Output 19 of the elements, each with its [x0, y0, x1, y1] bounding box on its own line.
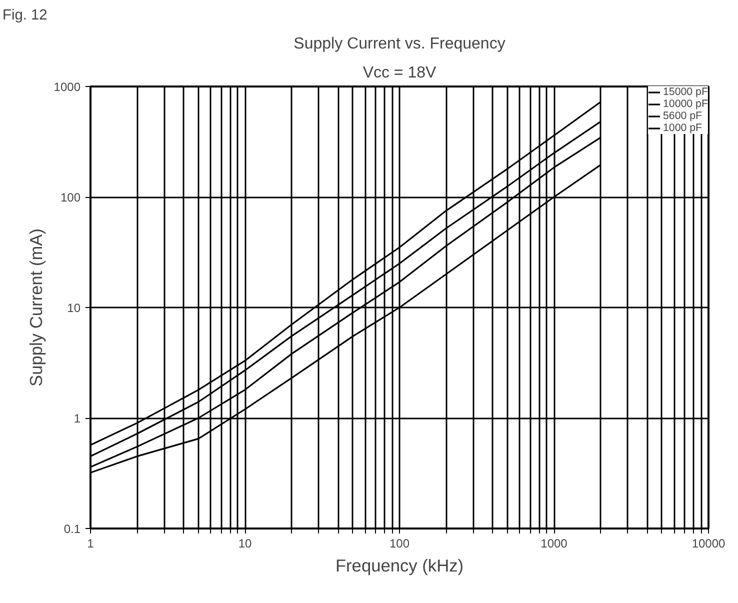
legend-label: 1000 pF	[662, 122, 702, 134]
y-axis-title: Supply Current (mA)	[26, 228, 46, 386]
x-tick-label: 100	[389, 536, 410, 550]
x-tick-label: 1000	[540, 536, 568, 550]
y-tick-label: 100	[60, 190, 81, 204]
y-tick-label: 1	[74, 412, 81, 426]
x-tick-label: 10	[238, 536, 252, 550]
x-axis-title: Frequency (kHz)	[335, 556, 464, 576]
y-tick-label: 1000	[54, 80, 81, 94]
legend-label: 15000 pF	[662, 86, 708, 98]
chart-title: Supply Current vs. Frequency	[294, 36, 506, 52]
x-tick-label: 10000	[692, 536, 726, 550]
chart-subtitle: Vcc = 18V	[362, 64, 437, 82]
caption: Fig. 12	[2, 8, 48, 24]
x-tick-label: 1	[87, 536, 94, 550]
legend-label: 5600 pF	[662, 110, 702, 122]
legend-label: 10000 pF	[662, 98, 708, 110]
y-tick-label: 0.1	[64, 522, 81, 536]
y-tick-label: 10	[67, 301, 81, 315]
